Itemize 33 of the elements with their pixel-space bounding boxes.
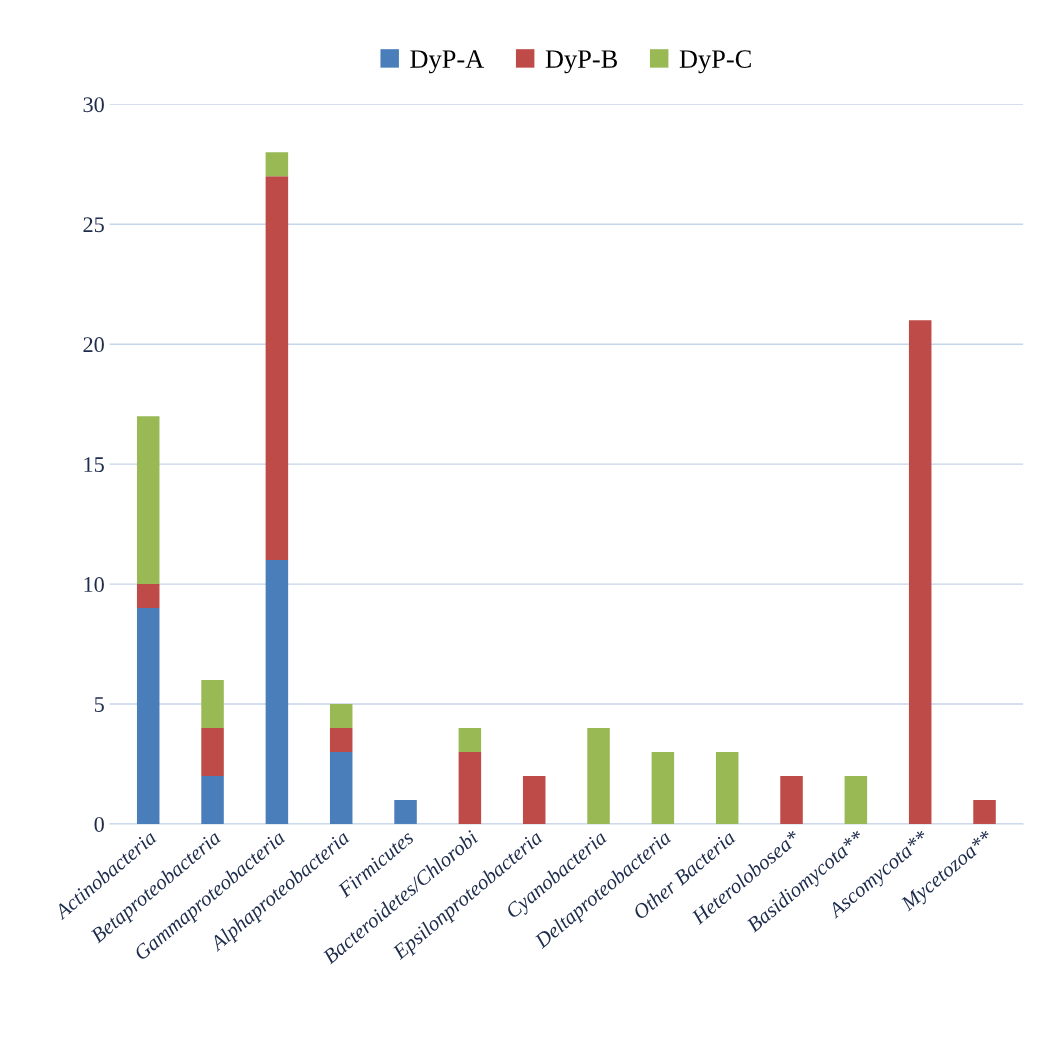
bar	[522, 775, 546, 824]
bar	[329, 728, 353, 752]
bar	[908, 320, 932, 824]
bar	[136, 416, 160, 585]
y-tick-label: 0	[94, 816, 104, 832]
bar	[458, 728, 482, 752]
bar	[780, 775, 803, 824]
y-tick-label: 30	[83, 97, 104, 113]
legend-label: DyP-A	[410, 50, 485, 74]
legend-label: DyP-B	[545, 50, 617, 74]
bar	[394, 799, 417, 824]
bar	[201, 775, 224, 824]
bar	[201, 680, 224, 729]
legend-label: DyP-C	[679, 50, 751, 74]
bar	[587, 728, 610, 824]
y-tick-label: 5	[94, 697, 104, 712]
bar	[265, 560, 289, 824]
bar	[201, 728, 224, 776]
bar	[973, 799, 996, 824]
bar	[458, 752, 482, 824]
bar	[136, 608, 160, 824]
bar	[715, 752, 739, 824]
bar	[136, 584, 160, 609]
y-tick-label: 10	[84, 577, 104, 593]
bar	[265, 176, 289, 561]
bar	[265, 152, 289, 177]
bar	[844, 775, 868, 824]
bar	[329, 752, 353, 824]
y-tick-label: 25	[83, 217, 104, 233]
y-tick-label: 15	[84, 457, 104, 473]
bar	[651, 752, 675, 824]
y-tick-label: 20	[83, 337, 104, 353]
bar	[329, 704, 353, 729]
